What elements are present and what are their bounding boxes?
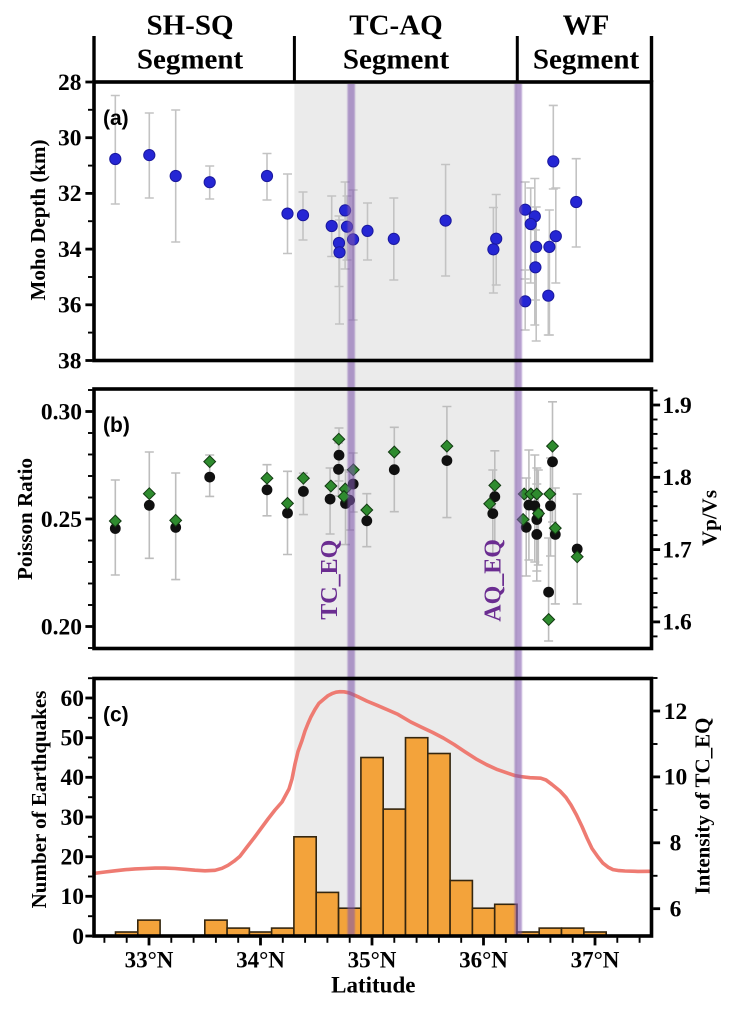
svg-text:30: 30	[61, 805, 85, 831]
svg-text:60: 60	[61, 686, 85, 712]
svg-text:50: 50	[61, 726, 85, 752]
svg-text:34°N: 34°N	[236, 948, 285, 973]
svg-text:Segment: Segment	[137, 44, 244, 76]
svg-text:40: 40	[61, 765, 85, 791]
svg-text:10: 10	[664, 765, 688, 791]
svg-text:33°N: 33°N	[125, 948, 174, 973]
svg-text:6: 6	[670, 897, 682, 923]
svg-text:34: 34	[58, 237, 82, 263]
svg-text:37°N: 37°N	[571, 948, 620, 973]
svg-text:(c): (c)	[103, 704, 129, 727]
svg-text:Latitude: Latitude	[331, 973, 415, 998]
svg-text:36°N: 36°N	[459, 948, 508, 973]
svg-text:Segment: Segment	[533, 44, 640, 76]
svg-text:35°N: 35°N	[348, 948, 397, 973]
svg-text:10: 10	[61, 884, 85, 910]
svg-text:AQ_EQ: AQ_EQ	[481, 539, 507, 622]
svg-text:38: 38	[58, 348, 82, 374]
svg-text:8: 8	[670, 831, 682, 857]
svg-text:(b): (b)	[103, 414, 130, 437]
svg-text:Moho Depth (km): Moho Depth (km)	[26, 139, 50, 300]
svg-text:Poisson Ratio: Poisson Ratio	[13, 458, 37, 580]
svg-text:1.9: 1.9	[662, 393, 691, 419]
svg-text:Intensity of TC_EQ: Intensity of TC_EQ	[691, 718, 715, 895]
svg-text:12: 12	[664, 699, 688, 725]
svg-text:0: 0	[72, 924, 84, 950]
svg-text:36: 36	[58, 293, 82, 319]
svg-text:Number of Earthquakes: Number of Earthquakes	[27, 691, 51, 909]
svg-text:30: 30	[58, 126, 82, 152]
svg-text:1.6: 1.6	[662, 610, 692, 636]
svg-text:1.8: 1.8	[662, 465, 691, 491]
svg-text:TC_EQ: TC_EQ	[317, 540, 343, 620]
svg-text:1.7: 1.7	[662, 537, 692, 563]
svg-text:20: 20	[61, 845, 85, 871]
svg-text:32: 32	[58, 181, 82, 207]
svg-text:Segment: Segment	[343, 44, 450, 76]
svg-text:28: 28	[58, 70, 82, 96]
svg-text:0.20: 0.20	[41, 614, 82, 640]
svg-text:0.25: 0.25	[41, 507, 82, 533]
svg-text:WF: WF	[563, 10, 610, 42]
svg-text:SH-SQ: SH-SQ	[146, 10, 233, 42]
svg-text:(a): (a)	[103, 107, 129, 130]
svg-text:TC-AQ: TC-AQ	[349, 10, 442, 42]
svg-text:0.30: 0.30	[41, 399, 82, 425]
svg-text:Vp/Vs: Vp/Vs	[698, 490, 722, 546]
